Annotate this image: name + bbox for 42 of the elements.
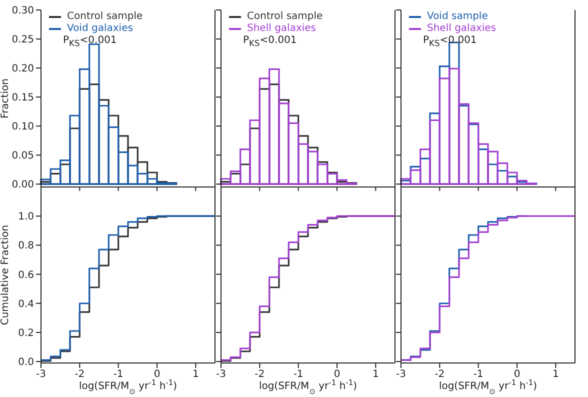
x-tick-label: -1: [293, 369, 304, 380]
x-tick-label: -1: [473, 369, 484, 380]
x-tick-label: -2: [434, 369, 445, 380]
annotation: P$_{KS}$<0.001: [243, 35, 298, 49]
x-tick-label: -1: [113, 369, 124, 380]
legend-label: Control sample: [67, 11, 143, 23]
y-tick-label: 0.10: [12, 122, 34, 133]
annotation: P$_{KS}$<0.001: [423, 35, 478, 49]
x-tick-label: -3: [396, 369, 406, 380]
x-tick-label: -3: [216, 369, 226, 380]
y-tick-label: 0.30: [12, 6, 34, 17]
legend-label: Shell galaxies: [247, 23, 316, 35]
x-tick-label: 0: [334, 369, 340, 380]
x-tick-label: -2: [74, 369, 85, 380]
y-axis-title: Fraction: [0, 78, 11, 118]
x-axis-title: log(SFR/M$_{⊙}$ yr$^{-1}$ h$^{-1}$): [78, 378, 178, 396]
legend-label: Void galaxies: [67, 23, 133, 35]
y-tick-label: 0.15: [12, 92, 34, 104]
legend-label: Shell galaxies: [427, 23, 496, 35]
x-tick-label: 1: [372, 369, 379, 380]
y-tick-label: 0.00: [12, 180, 34, 191]
y-tick-label: 0.20: [12, 64, 34, 75]
y-axis-title: Cumulative Fraction: [0, 224, 11, 326]
x-tick-label: -2: [254, 369, 265, 380]
y-tick-label: 0.4: [18, 298, 34, 310]
y-tick-label: 0.8: [18, 240, 34, 252]
y-tick-label: 0.6: [18, 270, 34, 281]
x-tick-label: 1: [192, 369, 199, 380]
legend-label: Void sample: [427, 11, 488, 23]
x-tick-label: -3: [36, 369, 46, 380]
y-tick-label: 1.0: [18, 212, 34, 223]
x-axis-title: log(SFR/M$_{⊙}$ yr$^{-1}$ h$^{-1}$): [258, 378, 358, 396]
x-tick-label: 0: [154, 369, 160, 380]
y-tick-label: 0.2: [18, 328, 34, 340]
y-tick-label: 0.05: [12, 150, 34, 162]
y-tick-label: 0.0: [18, 357, 34, 368]
y-tick-label: 0.25: [12, 34, 34, 46]
x-axis-title: log(SFR/M$_{⊙}$ yr$^{-1}$ h$^{-1}$): [438, 378, 538, 396]
legend-label: Control sample: [247, 11, 323, 23]
x-tick-label: 1: [552, 369, 559, 380]
annotation: P$_{KS}$<0.001: [63, 35, 118, 49]
x-tick-label: 0: [514, 369, 520, 380]
